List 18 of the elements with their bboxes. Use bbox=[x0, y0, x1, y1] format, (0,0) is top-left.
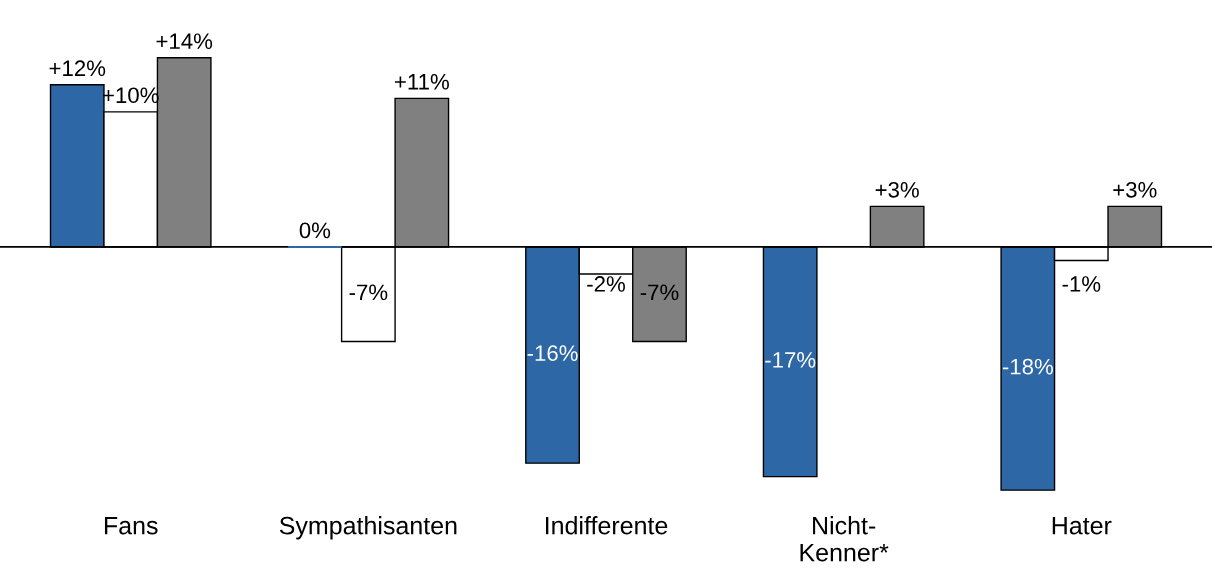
data-label: -16% bbox=[527, 345, 578, 361]
data-label: +11% bbox=[395, 73, 449, 90]
x-tick-label: Nicht- Kenner* bbox=[800, 516, 889, 562]
data-label: 0% bbox=[299, 222, 331, 239]
data-label: -17% bbox=[765, 352, 816, 368]
data-label: +12% bbox=[49, 60, 106, 77]
x-tick-label: Indifferente bbox=[545, 516, 668, 535]
x-tick-label: Fans bbox=[104, 517, 158, 535]
data-label: +14% bbox=[156, 33, 213, 49]
data-label: -2% bbox=[587, 276, 625, 292]
x-tick-label: Sympathisanten bbox=[279, 516, 457, 540]
x-tick-label: Hater bbox=[1052, 517, 1112, 535]
data-label: -7% bbox=[349, 284, 388, 301]
data-label: -18% bbox=[1002, 358, 1053, 375]
data-label: +3% bbox=[1113, 181, 1157, 198]
data-label: +3% bbox=[875, 181, 919, 198]
data-label: -1% bbox=[1062, 276, 1101, 292]
data-label: -7% bbox=[640, 284, 679, 301]
